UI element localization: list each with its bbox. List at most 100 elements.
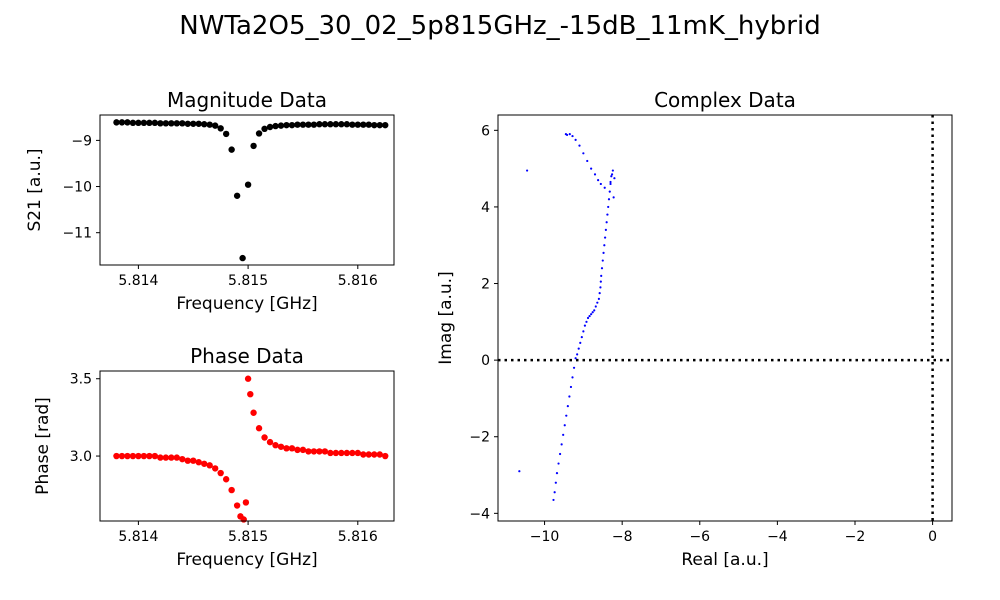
phase-data-point <box>255 425 263 432</box>
phase-data-point <box>272 442 279 449</box>
complex-data-point <box>590 167 593 170</box>
complex-xtick-label: −8 <box>612 529 633 545</box>
complex-data-point <box>607 198 611 201</box>
phase-data-point <box>113 452 120 460</box>
complex-data-point <box>568 133 571 136</box>
magnitude-ytick-label: −9 <box>71 133 92 149</box>
complex-title: Complex Data <box>654 88 796 112</box>
magnitude-data-point <box>338 121 345 128</box>
magnitude-ytick-label: −10 <box>62 180 92 196</box>
magnitude-subplot: 5.814 5.815 5.816 −11 −10 −9 Magnitude Data Fre… <box>25 88 395 314</box>
complex-data-point <box>602 251 605 254</box>
phase-data-point <box>173 454 180 461</box>
complex-data-point <box>593 173 597 176</box>
magnitude-data-point <box>201 121 208 128</box>
phase-axes-frame <box>99 370 395 522</box>
magnitude-data-point <box>255 130 263 137</box>
phase-data-point <box>211 465 219 472</box>
magnitude-data-point <box>129 119 137 127</box>
phase-ytick-label: 3.5 <box>70 372 92 388</box>
magnitude-data-point <box>261 125 268 133</box>
complex-ytick-label: 0 <box>481 353 490 369</box>
complex-data-point <box>562 433 565 436</box>
complex-data-point <box>585 320 588 323</box>
complex-data-point <box>608 190 611 193</box>
magnitude-ylabel: S21 [a.u.] <box>25 148 45 231</box>
magnitude-ytick-label: −11 <box>62 226 92 242</box>
magnitude-data-point <box>299 121 307 128</box>
phase-data-point <box>299 446 307 454</box>
figure-title: NWTa2O5_30_02_5p815GHz_-15dB_11mK_hybrid <box>179 11 820 41</box>
complex-xtick-label: 0 <box>928 529 937 545</box>
complex-data-point <box>574 138 577 141</box>
complex-data-point <box>603 244 606 247</box>
complex-data-point <box>582 152 585 155</box>
phase-data-point <box>228 486 235 494</box>
phase-data-point <box>184 457 191 464</box>
magnitude-data-point <box>376 121 383 129</box>
magnitude-data-point <box>184 120 191 127</box>
phase-data-point <box>135 452 142 460</box>
magnitude-data-point <box>239 254 246 262</box>
complex-data-point <box>609 182 612 186</box>
magnitude-data-point <box>162 120 170 127</box>
magnitude-axes-frame <box>99 114 395 266</box>
magnitude-data-point <box>113 119 120 126</box>
magnitude-data-point <box>283 121 290 129</box>
complex-data-point <box>578 144 581 147</box>
complex-data-point <box>586 316 590 320</box>
complex-ytick-label: 2 <box>481 277 490 293</box>
magnitude-data-point <box>250 142 257 150</box>
phase-xtick-label: 5.816 <box>338 529 378 545</box>
magnitude-data-point <box>222 130 230 138</box>
complex-data-point <box>576 353 579 356</box>
complex-data-point <box>579 341 582 344</box>
complex-data-point <box>599 286 602 289</box>
complex-data-point <box>603 186 606 189</box>
complex-subplot: −10 −8 −6 −4 −2 0 −4 −2 0 2 4 6 Complex Data Real [a.… <box>436 88 953 570</box>
complex-data-point <box>603 236 607 239</box>
complex-xtick-label: −10 <box>530 529 560 545</box>
phase-data-point <box>146 452 153 460</box>
magnitude-data-point <box>382 121 389 129</box>
complex-xtick-label: −2 <box>845 529 866 545</box>
phase-xtick-label: 5.815 <box>228 529 268 545</box>
magnitude-data-point <box>288 121 296 129</box>
complex-data-point <box>571 134 574 138</box>
phase-data-point <box>332 449 340 457</box>
phase-data-point <box>244 375 252 382</box>
complex-data-point <box>607 205 610 209</box>
phase-ylabel: Phase [rad] <box>33 397 53 495</box>
phase-data-point <box>382 452 389 460</box>
magnitude-data-point <box>217 125 224 132</box>
magnitude-data-point <box>228 146 235 153</box>
magnitude-data-point <box>168 120 175 127</box>
phase-data-point <box>327 449 334 457</box>
phase-data-point <box>129 452 137 460</box>
phase-xtick-label: 5.814 <box>118 529 158 545</box>
magnitude-data-point <box>365 121 372 128</box>
complex-ytick-label: −4 <box>469 506 490 522</box>
phase-subplot: 5.814 5.815 5.816 3.0 3.5 Phase Data Frequency… <box>33 344 395 570</box>
phase-xlabel: Frequency [GHz] <box>176 550 317 570</box>
complex-data-point <box>610 175 613 178</box>
magnitude-data-point <box>140 119 148 127</box>
complex-data-point <box>580 336 583 339</box>
complex-data-point <box>560 443 563 446</box>
complex-data-point <box>612 196 615 199</box>
phase-data-point <box>118 452 126 460</box>
magnitude-data-point <box>157 120 164 127</box>
complex-data-point <box>568 395 571 398</box>
magnitude-data-point <box>360 121 367 128</box>
complex-data-point <box>564 133 568 136</box>
phase-data-point <box>162 454 170 461</box>
complex-data-point <box>600 267 604 270</box>
complex-data-point <box>594 305 597 308</box>
phase-data-point <box>277 443 285 450</box>
magnitude-data-point <box>266 123 274 131</box>
magnitude-data-point <box>305 121 312 128</box>
complex-xlabel: Real [a.u.] <box>681 550 768 570</box>
magnitude-data-point <box>244 181 252 188</box>
magnitude-data-point <box>135 119 142 127</box>
magnitude-data-point <box>343 121 351 128</box>
